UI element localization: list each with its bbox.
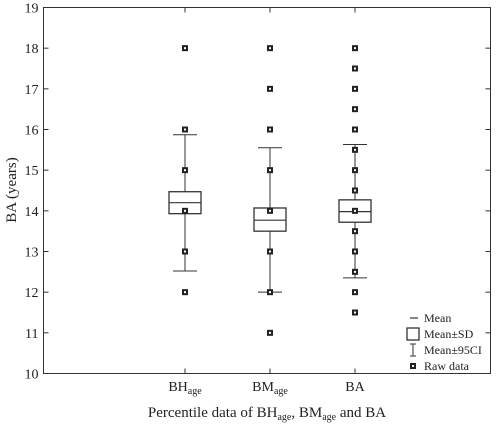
raw-data-point	[352, 45, 358, 52]
y-axis: 10 11 12 13 14 15 16 17 18 19	[25, 2, 491, 383]
x-axis-title: Percentile data of BHage, BMage and BA	[148, 405, 386, 423]
raw-data-point	[352, 268, 358, 275]
legend-item: Mean±SD	[406, 327, 474, 341]
raw-data-point	[352, 146, 358, 153]
legend-item: Mean±95CI	[410, 343, 482, 357]
raw-data-point	[352, 207, 358, 214]
legend-item: Mean	[410, 311, 451, 325]
raw-data-point	[352, 187, 358, 194]
y-tick-label: 10	[25, 368, 39, 383]
legend-label: Mean±95CI	[424, 343, 482, 357]
raw-data-point	[267, 85, 273, 92]
raw-data-point	[182, 167, 188, 174]
raw-data-point	[352, 126, 358, 133]
raw-data-point	[182, 207, 188, 214]
raw-data-point	[352, 167, 358, 174]
raw-data-point	[352, 85, 358, 92]
raw-data-point	[267, 45, 273, 52]
y-tick-label: 15	[25, 164, 39, 179]
x-tick-label: BHage	[168, 380, 202, 397]
y-tick-label: 19	[25, 2, 39, 17]
raw-data-point	[352, 228, 358, 235]
raw-data-point	[352, 309, 358, 316]
y-tick-label: 12	[25, 286, 39, 301]
raw-data-point	[352, 65, 358, 72]
raw-data-point	[267, 289, 273, 296]
x-tick-label: BMage	[252, 380, 288, 397]
legend-label: Raw data	[424, 359, 470, 373]
y-tick-label: 16	[25, 124, 39, 139]
legend-point-symbol	[410, 363, 416, 369]
x-axis: BHage BMage BA	[168, 7, 366, 397]
x-tick-label: BA	[345, 380, 365, 395]
raw-data-point	[267, 207, 273, 214]
series-group	[253, 45, 287, 336]
raw-data-point	[267, 126, 273, 133]
raw-data-point	[182, 126, 188, 133]
raw-data-point	[267, 248, 273, 255]
legend: Mean Mean±SD Mean±95CI Raw data	[406, 311, 482, 373]
legend-box-symbol	[406, 327, 420, 341]
plot-frame	[43, 7, 491, 374]
plot-series	[168, 45, 372, 336]
legend-item: Raw data	[410, 359, 470, 373]
raw-data-point	[352, 248, 358, 255]
series-group	[168, 45, 202, 296]
raw-data-point	[352, 289, 358, 296]
raw-data-point	[267, 167, 273, 174]
raw-data-point	[352, 106, 358, 113]
y-tick-label: 17	[25, 83, 39, 98]
y-tick-label: 14	[25, 205, 39, 220]
series-group	[338, 45, 372, 316]
raw-data-point	[182, 248, 188, 255]
y-tick-label: 18	[25, 42, 39, 57]
legend-label: Mean	[424, 311, 451, 325]
legend-label: Mean±SD	[424, 327, 474, 341]
raw-data-point	[267, 329, 273, 336]
y-axis-title: BA (years)	[4, 157, 20, 222]
y-tick-label: 13	[25, 246, 39, 261]
raw-data-point	[182, 289, 188, 296]
y-tick-label: 11	[25, 327, 38, 342]
raw-data-point	[182, 45, 188, 52]
